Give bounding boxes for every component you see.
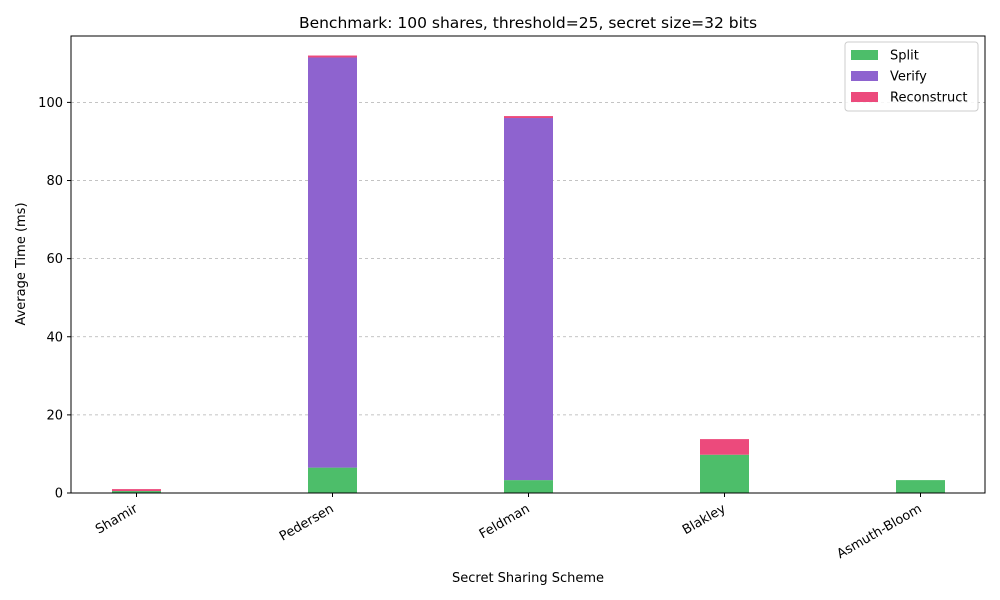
bar-reconstruct-feldman (504, 116, 553, 119)
x-tick-label: Shamir (93, 501, 141, 537)
bar-verify-pedersen (308, 57, 357, 468)
y-axis: 0 20 40 60 80 100 (38, 96, 71, 502)
y-tick-label: 100 (38, 96, 63, 111)
legend-swatch-split (851, 50, 878, 60)
bar-split-shamir (112, 491, 161, 493)
legend-box (844, 41, 979, 112)
y-tick-label: 40 (46, 330, 63, 345)
y-tick-label: 60 (46, 252, 63, 267)
bar-split-feldman (504, 480, 553, 493)
bar-split-asmuth-bloom (896, 480, 945, 493)
bar-split-pedersen (308, 467, 357, 493)
x-axis-label: Secret Sharing Scheme (452, 571, 604, 586)
legend: Split Verify Reconstruct (844, 41, 979, 112)
x-tick-label: Blakley (680, 501, 729, 538)
bar-split-blakley (700, 454, 749, 493)
bar-verify-feldman (504, 118, 553, 481)
y-tick-label: 0 (55, 487, 63, 502)
legend-swatch-reconstruct (851, 92, 878, 102)
x-axis: Shamir Pedersen Feldman Blakley Asmuth-Bloom (93, 493, 925, 562)
y-tick-label: 20 (46, 408, 63, 423)
legend-label-verify: Verify (890, 70, 927, 85)
legend-swatch-verify (851, 71, 878, 81)
y-tick-label: 80 (46, 174, 63, 189)
x-tick-label: Feldman (477, 501, 533, 542)
bar-reconstruct-pedersen (308, 55, 357, 58)
legend-label-reconstruct: Reconstruct (890, 91, 968, 106)
y-axis-label: Average Time (ms) (14, 202, 29, 325)
chart-title: Benchmark: 100 shares, threshold=25, sec… (299, 14, 757, 32)
bars-layer (112, 55, 945, 493)
bar-reconstruct-blakley (700, 439, 749, 455)
legend-label-split: Split (890, 49, 919, 64)
bar-reconstruct-shamir (112, 489, 161, 492)
x-tick-label: Pedersen (277, 501, 336, 544)
x-tick-label: Asmuth-Bloom (835, 501, 925, 562)
